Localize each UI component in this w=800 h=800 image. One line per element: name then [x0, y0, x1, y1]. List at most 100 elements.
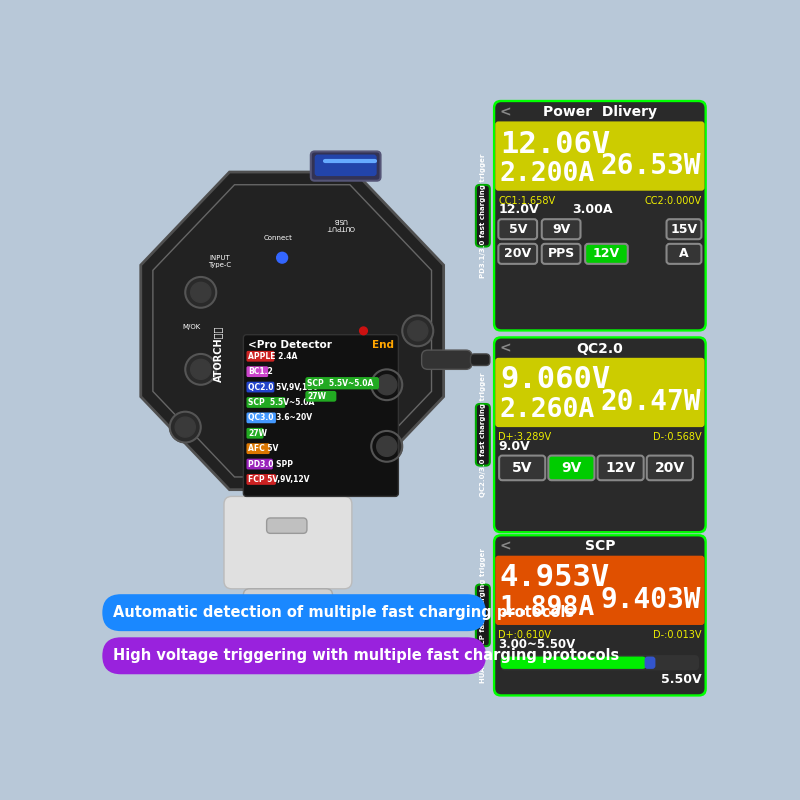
Text: 9.060V: 9.060V — [500, 365, 610, 394]
FancyBboxPatch shape — [645, 657, 655, 669]
Text: 4.953V: 4.953V — [500, 562, 610, 592]
FancyBboxPatch shape — [306, 391, 336, 402]
Polygon shape — [141, 172, 444, 490]
Text: HUAWEI SCP fast charging trigger: HUAWEI SCP fast charging trigger — [480, 548, 486, 683]
Text: 9V: 9V — [562, 461, 582, 475]
FancyBboxPatch shape — [499, 455, 546, 480]
Circle shape — [371, 431, 402, 462]
Text: <: < — [500, 342, 511, 355]
Text: 2.200A: 2.200A — [500, 161, 595, 186]
Text: QC2.0/3.0 fast charging trigger: QC2.0/3.0 fast charging trigger — [480, 373, 486, 497]
Text: 26.53W: 26.53W — [601, 152, 702, 180]
Circle shape — [190, 282, 211, 302]
Text: D-:0.013V: D-:0.013V — [653, 630, 702, 640]
Text: A: A — [679, 247, 689, 260]
FancyBboxPatch shape — [476, 185, 490, 246]
Text: 1.898A: 1.898A — [500, 595, 595, 621]
FancyBboxPatch shape — [495, 102, 705, 330]
Text: 15V: 15V — [670, 222, 698, 236]
Text: 20V: 20V — [504, 247, 531, 260]
FancyBboxPatch shape — [498, 219, 537, 239]
FancyBboxPatch shape — [470, 354, 490, 366]
FancyBboxPatch shape — [495, 122, 705, 190]
Circle shape — [175, 417, 195, 437]
Text: D+:0.610V: D+:0.610V — [498, 630, 551, 640]
FancyBboxPatch shape — [246, 458, 273, 470]
Text: 12.0V: 12.0V — [666, 224, 702, 234]
FancyBboxPatch shape — [501, 657, 646, 669]
FancyBboxPatch shape — [102, 638, 486, 674]
FancyBboxPatch shape — [310, 151, 381, 181]
FancyBboxPatch shape — [314, 154, 377, 176]
Text: APPLE 2.4A: APPLE 2.4A — [248, 352, 298, 361]
FancyBboxPatch shape — [495, 358, 705, 427]
Text: Power  Dlivery: Power Dlivery — [543, 105, 657, 119]
Text: <: < — [500, 539, 511, 554]
Text: 12V: 12V — [593, 247, 620, 260]
FancyBboxPatch shape — [646, 455, 693, 480]
Text: M/OK: M/OK — [182, 324, 201, 330]
FancyBboxPatch shape — [666, 219, 702, 239]
Circle shape — [360, 327, 367, 334]
Text: 5.50V: 5.50V — [661, 673, 702, 686]
Text: 27W: 27W — [248, 429, 267, 438]
FancyBboxPatch shape — [224, 496, 352, 589]
FancyBboxPatch shape — [476, 585, 490, 646]
FancyBboxPatch shape — [422, 350, 472, 370]
FancyBboxPatch shape — [243, 589, 333, 618]
Text: High voltage triggering with multiple fast charging protocols: High voltage triggering with multiple fa… — [113, 648, 619, 663]
Text: 5V: 5V — [512, 461, 533, 475]
Text: End: End — [372, 341, 394, 350]
Circle shape — [377, 436, 397, 456]
Circle shape — [371, 370, 402, 400]
Circle shape — [408, 321, 428, 341]
Text: 27W: 27W — [307, 392, 326, 401]
Text: INPUT
Type-C: INPUT Type-C — [209, 255, 232, 268]
Text: QC2.0 5V,9V,12V: QC2.0 5V,9V,12V — [248, 382, 318, 391]
Text: PPS: PPS — [547, 247, 574, 260]
FancyBboxPatch shape — [542, 244, 581, 264]
Text: CC1:1.658V: CC1:1.658V — [498, 196, 555, 206]
Text: CC2:0.000V: CC2:0.000V — [644, 196, 702, 206]
Text: 2.260A: 2.260A — [500, 397, 595, 423]
FancyBboxPatch shape — [246, 351, 274, 362]
Text: Automatic detection of multiple fast charging protocols: Automatic detection of multiple fast cha… — [113, 605, 574, 620]
FancyBboxPatch shape — [246, 474, 276, 485]
FancyBboxPatch shape — [266, 518, 307, 534]
Text: D-:0.568V: D-:0.568V — [653, 432, 702, 442]
FancyBboxPatch shape — [542, 219, 581, 239]
FancyBboxPatch shape — [501, 655, 699, 670]
FancyBboxPatch shape — [246, 428, 263, 438]
FancyBboxPatch shape — [243, 334, 398, 496]
FancyBboxPatch shape — [548, 455, 594, 480]
Text: 9V: 9V — [552, 222, 570, 236]
Circle shape — [186, 277, 216, 308]
Text: D+:3.289V: D+:3.289V — [498, 432, 551, 442]
FancyBboxPatch shape — [585, 244, 628, 264]
FancyBboxPatch shape — [246, 397, 286, 408]
Text: 12.06V: 12.06V — [500, 130, 610, 159]
FancyBboxPatch shape — [495, 338, 705, 531]
Text: 12.0V: 12.0V — [498, 203, 539, 217]
Text: 9.0V: 9.0V — [498, 440, 530, 453]
FancyBboxPatch shape — [493, 100, 707, 332]
Text: 3.00~5.50V: 3.00~5.50V — [498, 638, 576, 650]
Text: <Pro Detector: <Pro Detector — [248, 341, 332, 350]
FancyBboxPatch shape — [493, 336, 707, 534]
Circle shape — [277, 252, 287, 263]
FancyBboxPatch shape — [246, 413, 276, 423]
Text: SCP  5.5V~5.0A: SCP 5.5V~5.0A — [248, 398, 314, 407]
FancyBboxPatch shape — [493, 534, 707, 697]
FancyBboxPatch shape — [666, 244, 702, 264]
Text: PD3.1/3.0 fast charging trigger: PD3.1/3.0 fast charging trigger — [480, 154, 486, 278]
FancyBboxPatch shape — [476, 404, 490, 466]
Text: <: < — [500, 105, 511, 119]
Circle shape — [170, 412, 201, 442]
FancyBboxPatch shape — [246, 366, 268, 377]
FancyBboxPatch shape — [598, 455, 644, 480]
Text: PD3.0 SPP: PD3.0 SPP — [248, 459, 293, 469]
Circle shape — [190, 359, 211, 379]
Text: ATORCH超玄: ATORCH超玄 — [213, 326, 222, 382]
Text: SCP: SCP — [585, 539, 615, 554]
Text: OUTPUT
USB: OUTPUT USB — [326, 217, 354, 230]
